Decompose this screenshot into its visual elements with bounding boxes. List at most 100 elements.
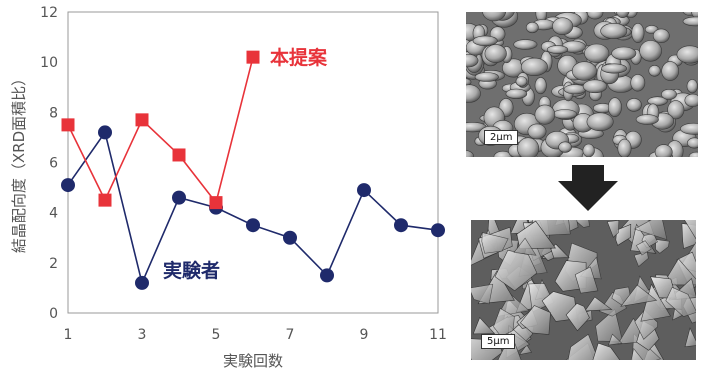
sem-crystal (607, 333, 623, 346)
sem-grain (635, 114, 659, 125)
sem-grain (630, 74, 646, 92)
sem-grain (505, 88, 528, 99)
sem-grain (617, 138, 632, 157)
sem-crystal (574, 220, 590, 228)
sem-crystal (684, 327, 696, 348)
sem-crystal (471, 283, 494, 305)
y-tick-label: 8 (49, 105, 58, 121)
y-axis-ticks: 0 2 4 6 8 10 12 (40, 5, 58, 322)
sem-crystal (630, 347, 644, 360)
down-arrow-icon (558, 165, 618, 211)
y-tick-label: 12 (40, 5, 58, 21)
series-layer (61, 50, 445, 290)
sem-crystal (595, 308, 624, 343)
sem-grain (680, 122, 698, 135)
sem-crystal (518, 344, 533, 356)
data-point-baseline (98, 125, 112, 140)
sem-grain (648, 64, 661, 77)
sem-grain (474, 72, 499, 82)
sem-grain (611, 46, 637, 61)
sem-grain (584, 43, 610, 63)
scale-bar-label-bottom: 5μm (481, 334, 516, 349)
data-point-proposal (172, 148, 186, 162)
data-point-baseline (320, 268, 334, 283)
sem-grain (527, 123, 547, 140)
sem-grain (586, 112, 614, 132)
sem-grain (615, 12, 630, 18)
legend-label-baseline: 実験者 (163, 259, 220, 282)
series-line-proposal (67, 56, 254, 205)
sem-grain (558, 141, 572, 153)
y-tick-label: 10 (40, 55, 58, 71)
x-tick-label: 5 (212, 327, 221, 343)
data-point-baseline (246, 218, 260, 233)
sem-grain (517, 137, 540, 157)
sem-crystal (633, 220, 668, 241)
sem-crystal (513, 237, 537, 256)
data-point-proposal (246, 50, 260, 64)
sem-grain (661, 89, 677, 100)
data-point-proposal (61, 118, 75, 132)
sem-grain (466, 78, 472, 86)
sem-crystal (606, 220, 620, 238)
x-tick-label: 9 (360, 327, 369, 343)
x-tick-label: 11 (429, 327, 447, 343)
line-chart: 0 2 4 6 8 10 12 1 3 5 7 9 11 結晶配向度（XRD面積比） 実験回数 本提案… (10, 5, 447, 370)
data-point-baseline (283, 230, 297, 245)
sem-grain (688, 151, 698, 157)
sem-grain (472, 35, 498, 46)
sem-grain (600, 23, 628, 39)
sem-grain (493, 150, 513, 157)
y-tick-label: 0 (49, 306, 58, 322)
data-point-proposal (209, 196, 223, 210)
sem-crystal (684, 220, 696, 240)
sem-grain (525, 21, 539, 34)
sem-grain (520, 57, 548, 77)
sem-grain (684, 93, 698, 107)
y-tick-label: 2 (49, 256, 58, 272)
y-tick-label: 4 (49, 206, 58, 222)
sem-crystal (615, 223, 632, 246)
sem-crystal (633, 251, 649, 268)
plot-area-frame (67, 11, 439, 314)
sem-grain (586, 12, 604, 20)
sem-crystal (592, 342, 621, 360)
sem-texture-top (466, 12, 698, 157)
series-line-baseline (67, 130, 439, 286)
sem-grain (682, 16, 698, 27)
sem-crystal (472, 317, 496, 335)
sem-grain (667, 100, 685, 120)
sem-crystal (640, 283, 671, 322)
sem-grain (515, 76, 528, 87)
sem-crystal (481, 232, 509, 254)
x-tick-label: 3 (138, 327, 147, 343)
sem-crystal (574, 266, 599, 294)
sem-grain (601, 63, 628, 74)
sem-grain (626, 98, 642, 112)
data-point-baseline (135, 275, 149, 290)
x-tick-label: 7 (286, 327, 295, 343)
data-point-baseline (172, 190, 186, 205)
sem-grain (552, 17, 574, 35)
data-point-baseline (431, 223, 445, 238)
sem-crystal (635, 240, 652, 256)
sem-grain (607, 97, 622, 117)
legend-label-proposal: 本提案 (270, 46, 328, 69)
data-point-proposal (98, 193, 112, 207)
data-point-baseline (61, 178, 75, 193)
scale-bar-label-top: 2μm (484, 130, 519, 145)
sem-grain (647, 96, 668, 106)
sem-grain (639, 40, 662, 62)
sem-crystal (655, 239, 670, 254)
sem-grain (534, 77, 547, 95)
x-tick-label: 1 (64, 327, 73, 343)
sem-grain (482, 12, 507, 22)
sem-grain (466, 150, 474, 157)
sem-crystal (496, 293, 530, 317)
sem-grain (466, 53, 479, 68)
sem-grain (552, 109, 578, 119)
sem-grain (686, 79, 698, 94)
sem-crystal (620, 284, 658, 307)
data-point-baseline (357, 183, 371, 198)
sem-grain (534, 104, 556, 125)
